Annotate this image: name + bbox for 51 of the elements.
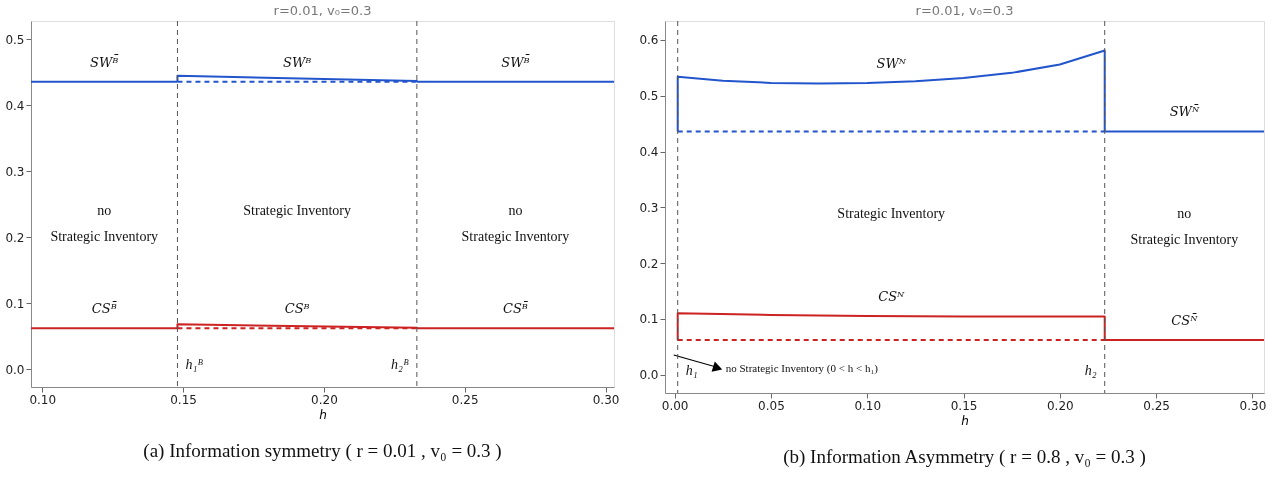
text: (a) Information symmetry ( r = 0.01 , v₀ = 0.3 ) <box>143 440 502 462</box>
text: (b) Information Asymmetry ( r = 0.8 , v₀ = 0.3 ) <box>783 446 1146 468</box>
annotation: Strategic Inventory <box>243 203 351 219</box>
annotation: no Strategic Inventory <box>50 203 159 245</box>
y-tick-label: 0.0 <box>5 362 25 377</box>
annotation: no Strategic Inventory <box>1130 206 1239 248</box>
y-tick-label: 0.2 <box>5 230 25 245</box>
series-label: CSᴺ <box>878 289 906 305</box>
series-label: SWᴮ̄ <box>90 54 120 70</box>
series-label: SWᴺ̄ <box>1169 103 1200 120</box>
y-tick-label: 0.4 <box>5 98 25 113</box>
y-tick-label: 0.0 <box>639 368 659 383</box>
x-tick-label: 0.25 <box>1143 398 1170 413</box>
y-tick-label: 0.3 <box>5 164 25 179</box>
x-tick-label: 0.10 <box>29 392 57 407</box>
x-tick-label: 0.20 <box>311 392 338 407</box>
x-axis-title: h <box>961 413 969 428</box>
y-tick-label: 0.1 <box>639 312 659 327</box>
x-tick-label: 0.30 <box>1239 398 1267 413</box>
x-axis-title: h <box>319 407 327 422</box>
y-tick-label: 0.1 <box>5 296 25 311</box>
ref-line-label: h₂ <box>1084 363 1097 378</box>
annotation: no Strategic Inventory (0 < h < h₁) <box>725 362 879 375</box>
y-tick-label: 0.6 <box>639 33 659 48</box>
ref-line-label: h₂ᴮ <box>391 357 409 372</box>
series-label: CSᴮ̄ <box>502 300 529 317</box>
series-label: CSᴮ <box>284 301 310 317</box>
series-label: CSᴮ̄ <box>91 300 118 317</box>
x-tick-label: 0.15 <box>950 398 978 413</box>
series-label: SWᴺ <box>876 55 907 71</box>
x-tick-label: 0.30 <box>592 392 620 407</box>
series-label: SWᴮ̄ <box>501 54 531 70</box>
ref-line-label: h₁ <box>685 363 698 378</box>
y-tick-label: 0.2 <box>639 256 659 271</box>
x-tick-label: 0.10 <box>854 398 882 413</box>
series-label: CSᴺ̄ <box>1171 312 1199 329</box>
y-tick-label: 0.5 <box>5 32 25 47</box>
x-tick-label: 0.05 <box>758 398 785 413</box>
y-tick-label: 0.4 <box>639 145 659 160</box>
chart-title: r=0.01, v₀=0.3 <box>915 2 1014 18</box>
x-tick-label: 0.20 <box>1046 398 1074 413</box>
y-tick-label: 0.3 <box>639 200 659 215</box>
ref-line-label: h₁ᴮ <box>185 357 204 372</box>
annotation: Strategic Inventory <box>837 206 946 222</box>
chart-title: r=0.01, v₀=0.3 <box>273 2 372 18</box>
y-tick-label: 0.5 <box>639 89 659 104</box>
series-label: SWᴮ <box>283 54 312 70</box>
x-tick-label: 0.15 <box>170 392 197 407</box>
x-tick-label: 0.25 <box>451 392 479 407</box>
x-tick-label: 0.00 <box>661 398 689 413</box>
annotation: no Strategic Inventory <box>461 203 570 245</box>
